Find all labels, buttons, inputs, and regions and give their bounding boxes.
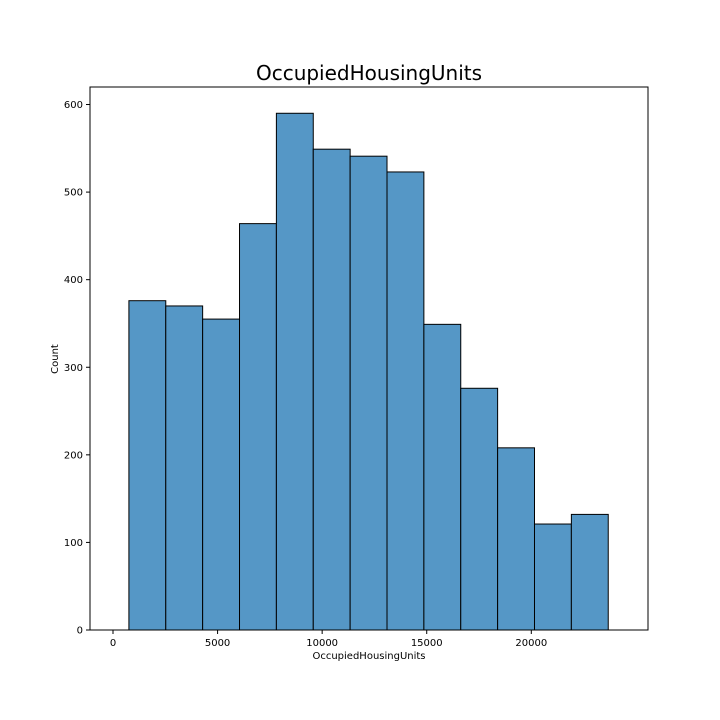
plot-frame xyxy=(89,86,649,631)
histogram-bar xyxy=(239,223,277,631)
y-tick-label: 600 xyxy=(64,100,83,111)
chart-title: OccupiedHousingUnits xyxy=(256,61,482,85)
bars-group xyxy=(128,112,609,631)
x-tick-label: 15000 xyxy=(411,638,443,649)
y-axis: 0 100 200 300 400 500 600 xyxy=(64,100,90,637)
x-tick-label: 5000 xyxy=(205,638,230,649)
y-tick-label: 500 xyxy=(64,188,83,199)
histogram-bar xyxy=(349,155,388,631)
histogram-bar xyxy=(128,300,167,631)
x-tick-label: 10000 xyxy=(306,638,338,649)
x-axis-label: OccupiedHousingUnits xyxy=(312,651,425,662)
x-tick-label: 0 xyxy=(110,638,116,649)
histogram-bar xyxy=(202,318,241,631)
histogram-bar xyxy=(460,387,499,631)
histogram-bar xyxy=(533,523,572,631)
x-axis: 0 5000 10000 15000 20000 xyxy=(110,630,547,649)
histogram-bar xyxy=(423,323,462,631)
histogram-bar xyxy=(570,513,609,631)
y-tick-label: 200 xyxy=(64,450,83,461)
y-tick-label: 0 xyxy=(77,626,83,637)
histogram-bar xyxy=(497,447,535,631)
y-tick-label: 300 xyxy=(64,363,83,374)
x-tick-label: 20000 xyxy=(515,638,547,649)
y-tick-label: 100 xyxy=(64,538,83,549)
histogram-bar xyxy=(165,305,204,631)
y-axis-label: Count xyxy=(50,344,61,374)
histogram-bar xyxy=(312,148,351,631)
histogram-bar xyxy=(275,112,314,631)
histogram-bar xyxy=(386,171,425,631)
y-tick-label: 400 xyxy=(64,275,83,286)
